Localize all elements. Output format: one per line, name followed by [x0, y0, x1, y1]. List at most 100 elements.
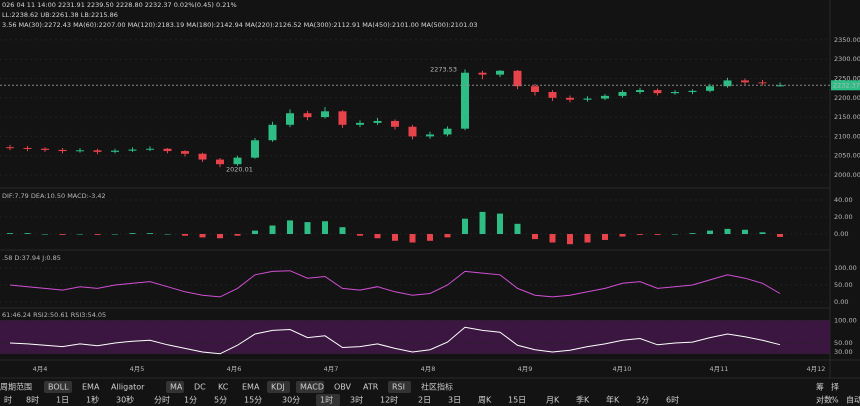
toolbar-button[interactable]: MACD — [300, 383, 324, 392]
toolbar-button[interactable]: 时 — [4, 395, 12, 405]
candle-body — [618, 92, 627, 96]
macd-bar — [724, 228, 731, 234]
macd-bar — [444, 234, 451, 238]
candle-body — [321, 111, 329, 118]
candle-body — [163, 148, 172, 152]
macd-bar — [427, 234, 433, 241]
toolbar-button[interactable]: 30分 — [282, 396, 300, 405]
toolbar-button[interactable]: 3时 — [350, 395, 363, 405]
toolbar-option[interactable]: 对数 — [816, 395, 832, 405]
toolbar-button[interactable]: 1分 — [184, 396, 197, 405]
toolbar-button[interactable]: 1时 — [320, 395, 333, 405]
toolbar-button[interactable]: 1日 — [56, 396, 69, 405]
macd-bar — [304, 222, 311, 234]
toolbar-button[interactable]: 6时 — [666, 395, 679, 405]
toolbar-button[interactable]: OBV — [334, 383, 352, 392]
y-tick-label: 30.00 — [834, 348, 853, 356]
toolbar-button[interactable]: BOLL — [48, 383, 69, 392]
rsi-band — [0, 320, 830, 354]
toolbar-button[interactable]: 社区指标 — [421, 382, 453, 392]
candle-body — [233, 157, 242, 165]
toolbar-option[interactable]: 自动 — [846, 395, 860, 405]
macd-bar — [479, 211, 486, 234]
toolbar-button[interactable]: KC — [218, 383, 229, 392]
toolbar-button[interactable]: EMA — [82, 383, 100, 392]
candle-body — [268, 124, 277, 141]
y-tick-label: 40.00 — [834, 196, 853, 204]
toolbar-button[interactable]: 年K — [606, 395, 620, 405]
macd-bar — [339, 227, 346, 234]
macd-bar — [637, 234, 643, 235]
toolbar-button[interactable]: 8时 — [26, 395, 39, 405]
candle-body — [391, 120, 399, 127]
toolbar-button[interactable]: 1秒 — [86, 395, 99, 405]
macd-bar — [742, 229, 748, 234]
active-button-bg — [296, 381, 324, 393]
macd-bar — [287, 220, 293, 234]
active-button-bg — [44, 381, 72, 393]
toolbar-button[interactable]: 15日 — [508, 396, 526, 405]
toolbar-button[interactable]: MA — [170, 383, 183, 392]
toolbar-button[interactable]: 2日 — [418, 396, 431, 405]
macd-bar — [619, 234, 626, 237]
toolbar-button[interactable]: 5分 — [214, 396, 227, 405]
macd-bar — [602, 234, 608, 240]
candle-body — [566, 97, 574, 100]
x-tick-label: 4月7 — [324, 365, 339, 373]
kdj-k-line — [9, 270, 781, 298]
macd-bar — [462, 218, 468, 234]
toolbar-button[interactable]: 3分 — [636, 396, 649, 405]
x-tick-label: 4月4 — [33, 365, 48, 373]
last-price-label: 2232.37 — [833, 81, 860, 89]
ma-header: 3.56 MA(30):2272.43 MA(60):2207.00 MA(12… — [2, 21, 478, 29]
macd-bar — [532, 234, 538, 240]
toolbar-button[interactable]: 30秒 — [116, 395, 134, 405]
y-tick-label: 2100.00 — [834, 132, 860, 140]
toolbar-button[interactable]: 15分 — [244, 396, 262, 405]
macd-bar — [689, 233, 696, 234]
macd-bar — [322, 221, 328, 234]
macd-bar — [234, 234, 241, 236]
toolbar-button[interactable]: KDJ — [271, 383, 285, 392]
candle-body — [636, 90, 644, 93]
y-tick-label: 0.00 — [834, 298, 848, 306]
toolbar-option[interactable]: 筹 — [816, 382, 824, 392]
macd-bar — [42, 234, 48, 235]
low-annotation: 2020.01 — [226, 165, 253, 173]
toolbar-button[interactable]: EMA — [242, 383, 260, 392]
toolbar-button[interactable]: DC — [194, 383, 206, 392]
candle-body — [496, 70, 504, 75]
macd-bar — [94, 234, 101, 235]
y-tick-label: 0.00 — [834, 230, 848, 238]
toolbar-title: 周期范围 — [0, 382, 32, 392]
y-tick-label: 50.00 — [834, 339, 853, 347]
rsi-line — [9, 326, 781, 355]
candle-body — [443, 128, 452, 135]
macd-bar — [584, 234, 591, 243]
candle-body — [216, 159, 224, 165]
macd-bar — [497, 213, 503, 234]
candle-body — [671, 92, 679, 94]
macd-bar — [409, 234, 416, 243]
candle-body — [461, 72, 469, 129]
toolbar-button[interactable]: 周K — [478, 396, 492, 405]
toolbar-button[interactable]: 月K — [546, 396, 560, 405]
toolbar-button[interactable]: 12时 — [380, 395, 398, 405]
candle-body — [408, 126, 417, 137]
toolbar-option[interactable]: % — [831, 396, 839, 405]
toolbar-button[interactable]: 分时 — [154, 395, 170, 405]
toolbar-button[interactable]: 季K — [576, 395, 590, 405]
macd-bar — [77, 234, 83, 235]
kdj-label: .58 D:37.94 J:0.85 — [2, 254, 61, 262]
toolbar-option[interactable]: 择 — [831, 382, 839, 392]
toolbar-button[interactable]: RSI — [392, 383, 405, 392]
toolbar-button[interactable]: 3日 — [448, 396, 461, 405]
toolbar-button[interactable]: Alligator — [111, 383, 145, 392]
candle-body — [688, 90, 697, 93]
active-button-bg — [388, 381, 411, 393]
candle-body — [478, 72, 487, 75]
toolbar-button[interactable]: ATR — [363, 383, 379, 392]
y-tick-label: 100.00 — [834, 264, 857, 272]
